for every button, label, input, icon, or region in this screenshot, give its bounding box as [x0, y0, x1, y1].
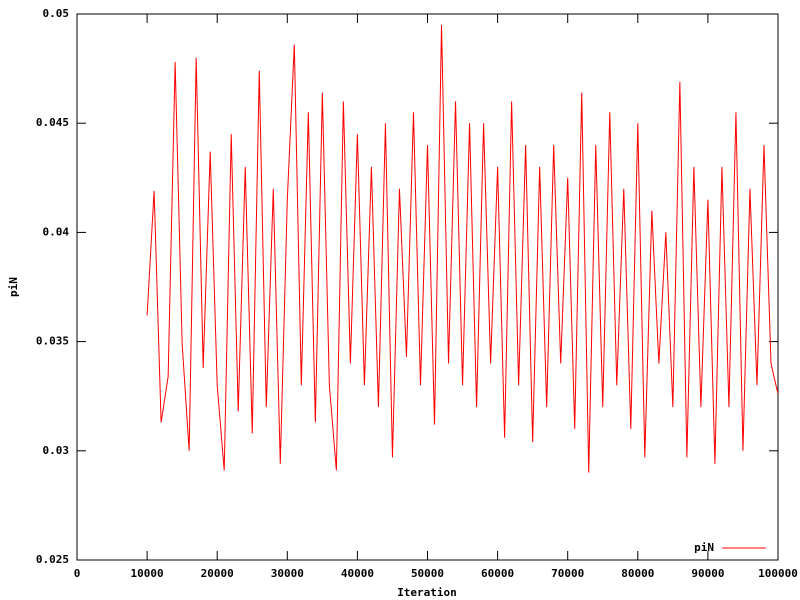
x-tick-label: 100000 — [758, 567, 798, 580]
x-tick-label: 10000 — [131, 567, 164, 580]
x-tick-label: 80000 — [621, 567, 654, 580]
x-tick-label: 20000 — [201, 567, 234, 580]
y-tick-label: 0.03 — [43, 444, 70, 457]
y-tick-label: 0.035 — [36, 335, 69, 348]
x-tick-label: 90000 — [691, 567, 724, 580]
x-tick-label: 50000 — [411, 567, 444, 580]
y-axis-label: piN — [7, 277, 20, 297]
y-tick-label: 0.045 — [36, 116, 69, 129]
x-tick-label: 30000 — [271, 567, 304, 580]
x-tick-label: 40000 — [341, 567, 374, 580]
y-tick-label: 0.04 — [43, 225, 70, 238]
data-line — [146, 24, 779, 473]
y-tick-label: 0.025 — [36, 553, 69, 566]
x-tick-label: 60000 — [481, 567, 514, 580]
x-tick-label: 0 — [74, 567, 81, 580]
y-tick-label: 0.05 — [43, 7, 70, 20]
x-axis-label: Iteration — [397, 586, 457, 599]
x-tick-label: 70000 — [551, 567, 584, 580]
legend-label: piN — [694, 541, 714, 554]
